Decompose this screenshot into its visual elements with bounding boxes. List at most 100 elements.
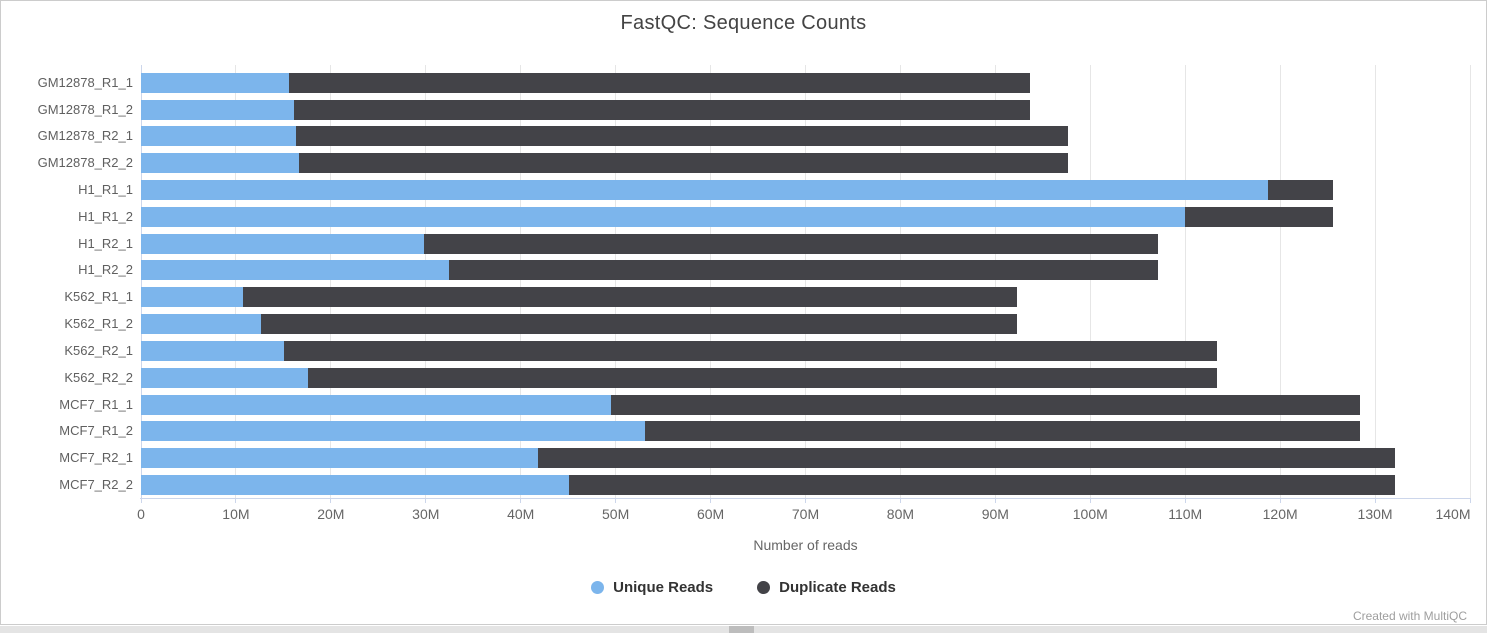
legend: Unique Reads Duplicate Reads: [1, 579, 1486, 596]
bar-segment-unique[interactable]: [141, 72, 290, 93]
x-tick-label: 10M: [222, 506, 250, 522]
x-axis-tick: [1469, 498, 1471, 503]
scrollbar-thumb[interactable]: [729, 626, 754, 633]
bar-segment-unique[interactable]: [141, 475, 570, 495]
x-axis-tick: [235, 498, 237, 503]
x-tick-label: 140M: [1435, 506, 1471, 522]
bar-segment-duplicate[interactable]: [610, 394, 1360, 415]
x-tick-label: 70M: [791, 506, 820, 522]
gridline: [1374, 65, 1376, 498]
bar-segment-duplicate[interactable]: [298, 153, 1069, 174]
bar-segment-unique[interactable]: [141, 153, 299, 174]
x-tick-label: 110M: [1168, 506, 1203, 522]
credit-text: Created with MultiQC: [1352, 609, 1467, 623]
x-tick-label: 40M: [507, 506, 535, 522]
category-label: MCF7_R1_2: [59, 423, 133, 439]
x-axis-tick: [615, 498, 617, 503]
bar-segment-duplicate[interactable]: [1185, 206, 1334, 227]
x-axis-tick: [710, 498, 712, 503]
x-axis-tick: [994, 498, 996, 503]
bar-segment-unique[interactable]: [141, 448, 538, 469]
category-label: MCF7_R1_1: [59, 396, 133, 412]
category-label: MCF7_R2_1: [59, 450, 133, 466]
legend-swatch-icon: [591, 581, 605, 594]
bar-segment-unique[interactable]: [141, 394, 611, 415]
gridline: [615, 65, 617, 498]
gridline: [1089, 65, 1091, 498]
bar-segment-duplicate[interactable]: [289, 72, 1030, 93]
x-tick-label: 20M: [317, 506, 345, 522]
category-label: H1_R1_2: [78, 208, 133, 224]
gridline: [520, 65, 522, 498]
category-label: GM12878_R2_2: [37, 155, 133, 171]
bar-segment-duplicate[interactable]: [308, 367, 1218, 388]
x-axis-tick: [1089, 498, 1091, 503]
x-axis-tick: [1184, 498, 1186, 503]
x-axis-tick: [1279, 498, 1281, 503]
bar-segment-duplicate[interactable]: [293, 99, 1030, 120]
category-label: MCF7_R2_2: [59, 477, 133, 492]
x-tick-label: 80M: [886, 506, 915, 522]
bar-segment-duplicate[interactable]: [537, 448, 1395, 469]
gridline: [1279, 65, 1281, 498]
y-axis-line: [140, 65, 142, 498]
horizontal-scrollbar[interactable]: [0, 626, 1487, 633]
legend-item[interactable]: Unique Reads: [591, 579, 713, 596]
gridline: [330, 65, 332, 498]
legend-label: Unique Reads: [613, 579, 714, 596]
x-axis-tick: [425, 498, 427, 503]
category-label: H1_R2_2: [78, 262, 133, 278]
gridline: [235, 65, 237, 498]
gridline: [710, 65, 712, 498]
bar-segment-unique[interactable]: [141, 206, 1186, 227]
category-label: H1_R1_1: [78, 181, 133, 197]
gridline: [994, 65, 996, 498]
bar-segment-duplicate[interactable]: [645, 421, 1360, 442]
bar-segment-unique[interactable]: [141, 179, 1268, 200]
gridline: [425, 65, 427, 498]
x-tick-label: 60M: [696, 506, 725, 522]
bar-segment-unique[interactable]: [141, 126, 296, 147]
x-tick-label: 130M: [1357, 506, 1393, 522]
x-axis-tick: [805, 498, 806, 503]
gridline: [1184, 65, 1186, 498]
bar-segment-unique[interactable]: [141, 367, 309, 388]
x-tick-label: 120M: [1262, 506, 1298, 522]
bar-segment-duplicate[interactable]: [242, 287, 1018, 308]
legend-label: Duplicate Reads: [779, 579, 896, 596]
x-axis-title: Number of reads: [753, 537, 858, 553]
x-axis-line: [140, 498, 1471, 499]
x-axis-tick: [140, 498, 142, 503]
bar-segment-duplicate[interactable]: [295, 126, 1069, 147]
category-label: K562_R1_1: [64, 289, 133, 305]
category-label: GM12878_R1_1: [37, 74, 133, 90]
gridline: [805, 65, 806, 498]
x-axis-tick: [899, 498, 901, 503]
gridline: [1469, 65, 1471, 498]
bar-segment-duplicate[interactable]: [260, 314, 1018, 335]
legend-item[interactable]: Duplicate Reads: [757, 579, 896, 596]
bar-segment-unique[interactable]: [141, 233, 424, 254]
x-tick-label: 50M: [602, 506, 630, 522]
bar-segment-unique[interactable]: [141, 340, 285, 361]
bar-segment-unique[interactable]: [141, 421, 646, 442]
x-axis-tick: [1374, 498, 1376, 503]
x-tick-label: 0: [137, 506, 145, 522]
bar-segment-duplicate[interactable]: [284, 340, 1218, 361]
category-label: GM12878_R2_1: [37, 128, 133, 144]
bar-segment-unique[interactable]: [141, 99, 294, 120]
bar-segment-duplicate[interactable]: [1267, 179, 1334, 200]
category-label: K562_R2_2: [64, 369, 133, 385]
bar-segment-unique[interactable]: [141, 314, 261, 335]
x-axis-tick: [520, 498, 522, 503]
bar-segment-unique[interactable]: [141, 260, 449, 281]
gridline: [899, 65, 901, 498]
bar-segment-duplicate[interactable]: [569, 475, 1395, 495]
x-tick-label: 30M: [412, 506, 440, 522]
bar-segment-duplicate[interactable]: [423, 233, 1158, 254]
x-tick-label: 100M: [1072, 506, 1108, 522]
bar-segment-unique[interactable]: [141, 287, 243, 308]
category-label: H1_R2_1: [78, 235, 133, 251]
bar-segment-duplicate[interactable]: [448, 260, 1158, 281]
